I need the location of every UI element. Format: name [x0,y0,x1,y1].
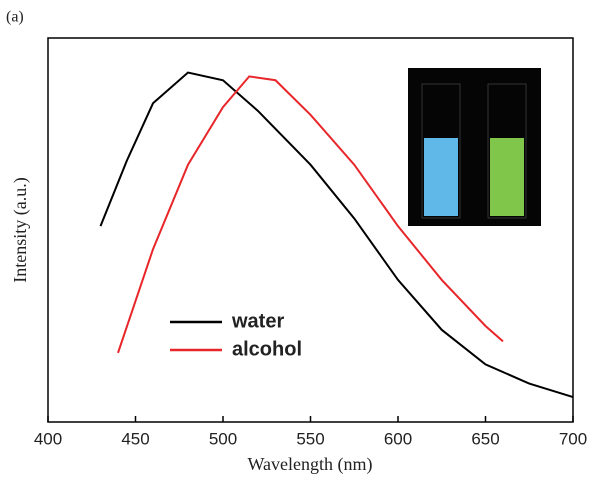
legend-label: water [231,310,284,332]
y-axis-label: Intensity (a.u.) [10,177,31,282]
x-tick-label: 450 [121,429,149,448]
legend-label: alcohol [232,338,302,360]
inset-photo [408,68,541,226]
x-axis-label: Wavelength (nm) [247,454,372,475]
x-tick-label: 400 [34,429,62,448]
line-series [117,75,504,354]
x-tick-label: 550 [296,429,324,448]
line-series [99,71,574,398]
x-tick-label: 500 [209,429,237,448]
x-tick-label: 700 [559,429,587,448]
panel-label: (a) [6,9,24,26]
x-tick-label: 600 [384,429,412,448]
x-tick-label: 650 [471,429,499,448]
